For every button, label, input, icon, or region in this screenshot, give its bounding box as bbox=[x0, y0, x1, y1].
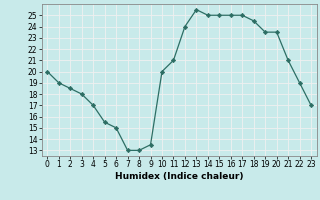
X-axis label: Humidex (Indice chaleur): Humidex (Indice chaleur) bbox=[115, 172, 244, 181]
